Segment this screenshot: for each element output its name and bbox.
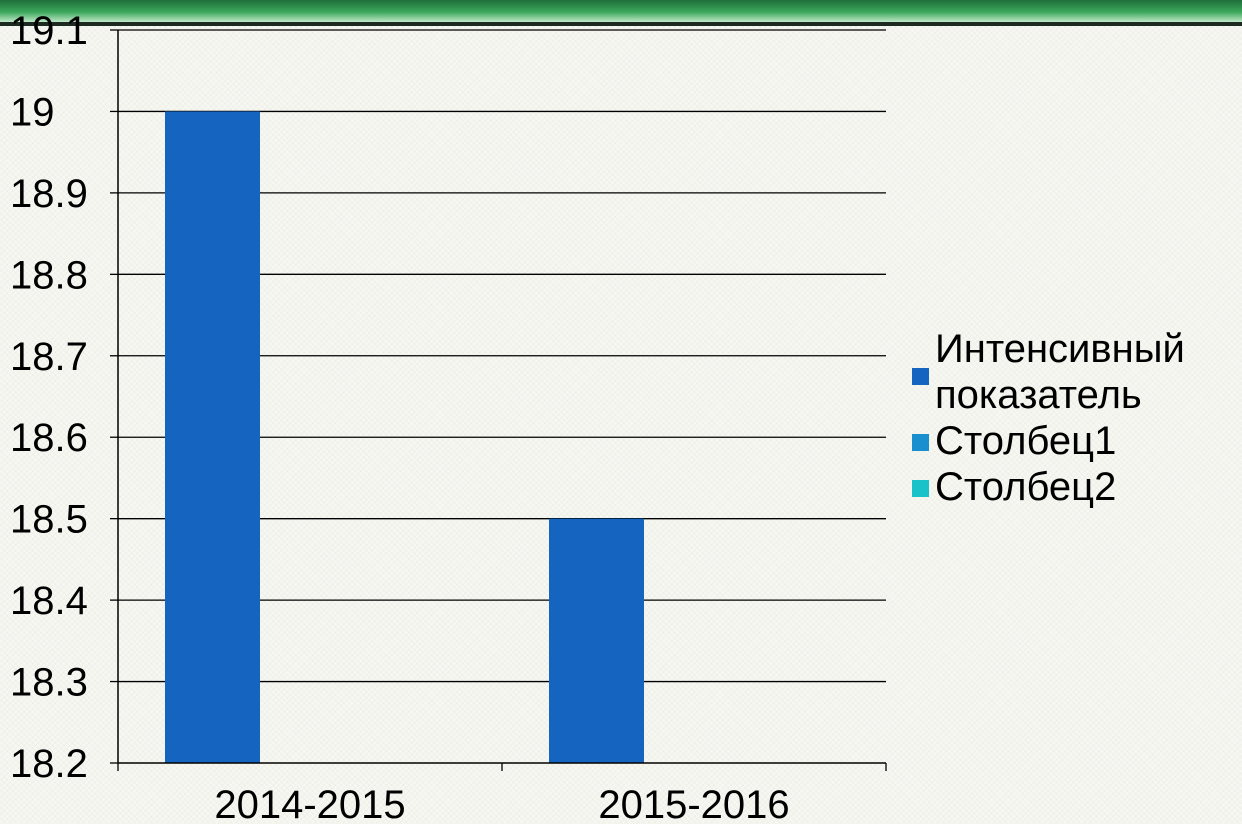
y-tick-label: 18.7 — [10, 335, 88, 379]
y-tick-label: 18.5 — [10, 498, 88, 542]
bar-2014-2015 — [165, 111, 260, 763]
y-tick-label: 18.6 — [10, 416, 88, 460]
y-tick-label: 19 — [10, 90, 55, 134]
bar-chart: 18.2 18.3 18.4 18.5 18.6 18.7 18.8 18.9 19 19.1 20… — [10, 9, 887, 824]
legend: Интенсивный показатель Столбец1 Столбец2 — [912, 326, 1238, 510]
legend-item-intensive: Интенсивный показатель — [912, 326, 1238, 418]
y-tick-label: 18.8 — [10, 253, 88, 297]
y-tick-label: 18.9 — [10, 172, 88, 216]
axes — [110, 29, 887, 771]
top-banner — [0, 0, 1242, 26]
legend-swatch-square-icon — [912, 368, 929, 385]
bars — [165, 111, 644, 763]
y-tick-label: 18.4 — [10, 579, 88, 623]
legend-label: Интенсивный показатель — [935, 327, 1185, 417]
legend-label: Столбец1 — [935, 419, 1117, 463]
x-tick-label: 2015-2016 — [598, 783, 789, 824]
x-tick-label: 2014-2015 — [214, 783, 405, 824]
y-tick-label: 18.2 — [10, 742, 88, 786]
y-tick-label: 19.1 — [10, 9, 88, 53]
legend-label: Столбец2 — [935, 465, 1117, 509]
legend-item-stolbets1: Столбец1 — [912, 418, 1238, 464]
tick-labels: 18.2 18.3 18.4 18.5 18.6 18.7 18.8 18.9 19 19.1 20… — [10, 9, 790, 824]
bar-2015-2016 — [549, 518, 644, 763]
legend-swatch-square-icon — [912, 480, 929, 497]
y-tick-label: 18.3 — [10, 661, 88, 705]
legend-swatch-square-icon — [912, 434, 929, 451]
legend-item-stolbets2: Столбец2 — [912, 464, 1238, 510]
